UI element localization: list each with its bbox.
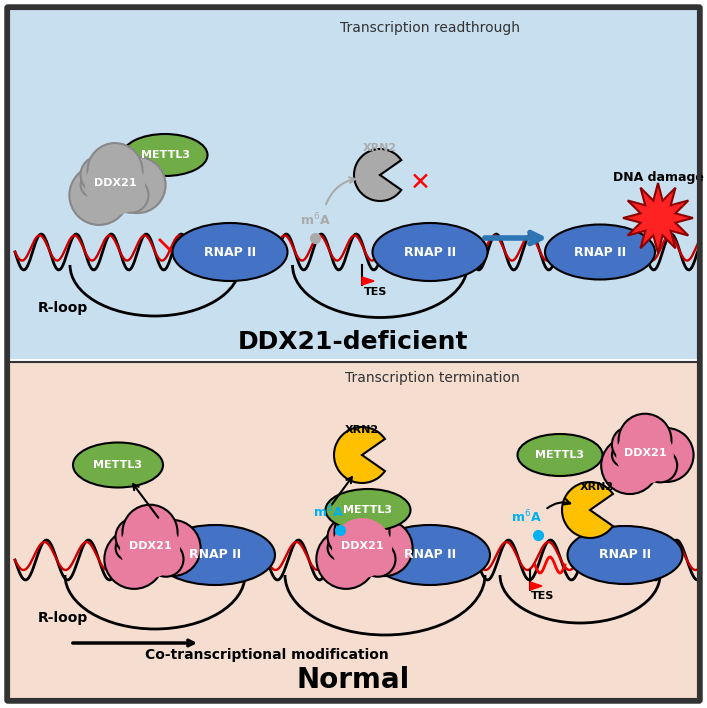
Text: RNAP II: RNAP II (204, 246, 256, 258)
Circle shape (157, 528, 175, 546)
Circle shape (349, 551, 375, 576)
Circle shape (137, 551, 163, 576)
Ellipse shape (325, 489, 411, 531)
Circle shape (612, 444, 635, 467)
Circle shape (327, 536, 351, 560)
Circle shape (332, 518, 392, 578)
Text: DNA damage: DNA damage (612, 171, 703, 183)
Text: RNAP II: RNAP II (189, 549, 241, 561)
Text: m$^6$A: m$^6$A (312, 503, 344, 520)
Ellipse shape (373, 223, 488, 281)
Ellipse shape (370, 525, 490, 585)
Ellipse shape (568, 526, 682, 584)
Text: Transcription termination: Transcription termination (345, 371, 520, 385)
Text: m$^6$A: m$^6$A (510, 509, 542, 525)
Circle shape (643, 449, 677, 482)
Circle shape (356, 520, 413, 576)
Circle shape (633, 458, 657, 482)
Circle shape (122, 166, 140, 184)
Circle shape (652, 436, 669, 453)
Bar (9, 362, 698, 699)
Circle shape (327, 518, 365, 555)
Circle shape (110, 157, 165, 213)
FancyBboxPatch shape (6, 6, 701, 702)
Circle shape (103, 187, 128, 212)
Circle shape (148, 542, 184, 577)
Text: METTL3: METTL3 (344, 505, 392, 515)
Circle shape (69, 166, 129, 225)
Text: TES: TES (532, 591, 555, 601)
Circle shape (88, 143, 143, 198)
Text: m$^6$A: m$^6$A (300, 212, 330, 228)
Circle shape (116, 536, 139, 560)
Text: DDX21: DDX21 (624, 448, 666, 458)
Circle shape (115, 518, 153, 555)
Text: METTL3: METTL3 (141, 150, 189, 160)
Bar (9, 9, 698, 359)
Text: ✕: ✕ (409, 171, 431, 195)
Circle shape (122, 505, 177, 560)
Text: R-loop: R-loop (38, 301, 88, 315)
Text: DDX21-deficient: DDX21-deficient (238, 330, 468, 354)
Circle shape (120, 518, 180, 578)
Ellipse shape (122, 134, 207, 176)
Text: Normal: Normal (296, 666, 409, 694)
Circle shape (144, 520, 201, 576)
Circle shape (334, 505, 390, 560)
Text: Co-transcriptional modification: Co-transcriptional modification (145, 648, 389, 662)
Circle shape (85, 155, 145, 215)
Polygon shape (623, 183, 693, 253)
Text: DDX21: DDX21 (341, 541, 383, 551)
Wedge shape (354, 149, 402, 201)
Polygon shape (530, 582, 542, 590)
Text: RNAP II: RNAP II (599, 549, 651, 561)
Circle shape (617, 426, 674, 484)
Ellipse shape (545, 224, 655, 280)
Text: R-loop: R-loop (38, 611, 88, 625)
Circle shape (81, 156, 117, 193)
Text: XRN2: XRN2 (580, 482, 614, 492)
Wedge shape (334, 427, 385, 483)
Circle shape (105, 530, 164, 589)
Circle shape (640, 428, 694, 482)
Text: Transcription readthrough: Transcription readthrough (340, 21, 520, 35)
Ellipse shape (73, 442, 163, 488)
Text: RNAP II: RNAP II (404, 246, 456, 258)
Text: DDX21: DDX21 (129, 541, 171, 551)
Circle shape (81, 173, 105, 197)
Circle shape (612, 427, 648, 462)
Circle shape (361, 542, 395, 577)
Text: METTL3: METTL3 (535, 450, 585, 460)
Text: METTL3: METTL3 (93, 460, 143, 470)
Wedge shape (562, 482, 613, 538)
Text: DDX21: DDX21 (94, 178, 136, 188)
Circle shape (316, 530, 376, 589)
Circle shape (113, 178, 148, 213)
Circle shape (369, 528, 387, 546)
Circle shape (619, 413, 672, 467)
Text: XRN2: XRN2 (345, 425, 379, 435)
Ellipse shape (173, 223, 288, 281)
Circle shape (601, 437, 658, 494)
Polygon shape (362, 277, 374, 285)
Text: RNAP II: RNAP II (574, 246, 626, 258)
Ellipse shape (155, 525, 275, 585)
Text: XRN2: XRN2 (363, 143, 397, 153)
Text: TES: TES (364, 287, 387, 297)
Ellipse shape (518, 434, 602, 476)
Text: RNAP II: RNAP II (404, 549, 456, 561)
